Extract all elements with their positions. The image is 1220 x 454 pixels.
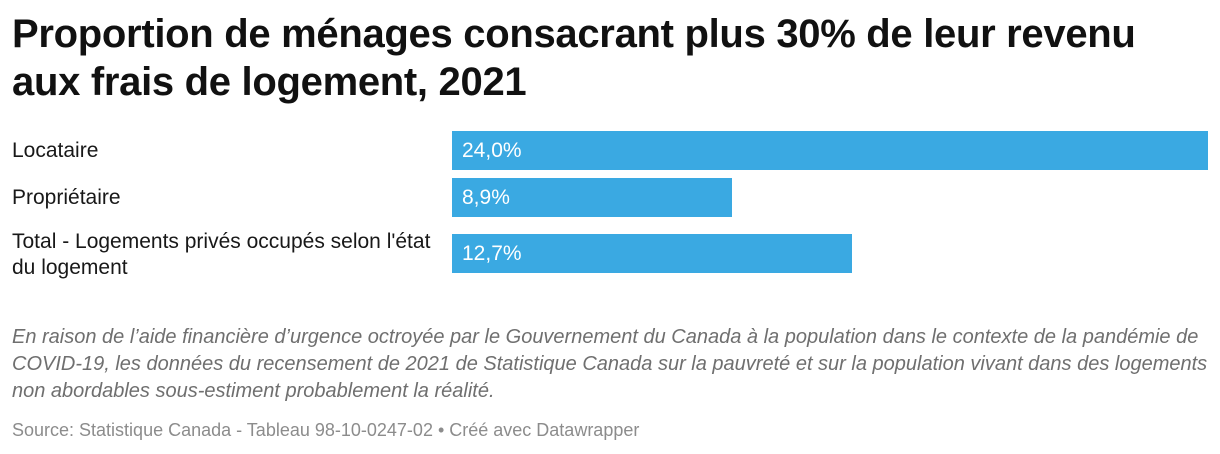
category-label-total: Total - Logements privés occupés selon l… <box>12 230 431 279</box>
bar-proprietaire <box>452 178 732 217</box>
bar-locataire <box>452 131 1208 170</box>
bar-chart: Locataire 24,0% Propriétaire 8,9% Total … <box>12 131 1208 279</box>
value-label-locataire: 24,0% <box>462 139 522 162</box>
footnote: En raison de l’aide financière d’urgence… <box>12 326 1208 402</box>
category-label-locataire: Locataire <box>12 139 99 162</box>
bar-total <box>452 234 852 273</box>
source-line: Source: Statistique Canada - Tableau 98-… <box>12 420 640 440</box>
chart-title: Proportion de ménages consacrant plus 30… <box>12 12 1136 104</box>
value-label-total: 12,7% <box>462 242 522 265</box>
category-label-proprietaire: Propriétaire <box>12 186 121 209</box>
value-label-proprietaire: 8,9% <box>462 186 510 209</box>
